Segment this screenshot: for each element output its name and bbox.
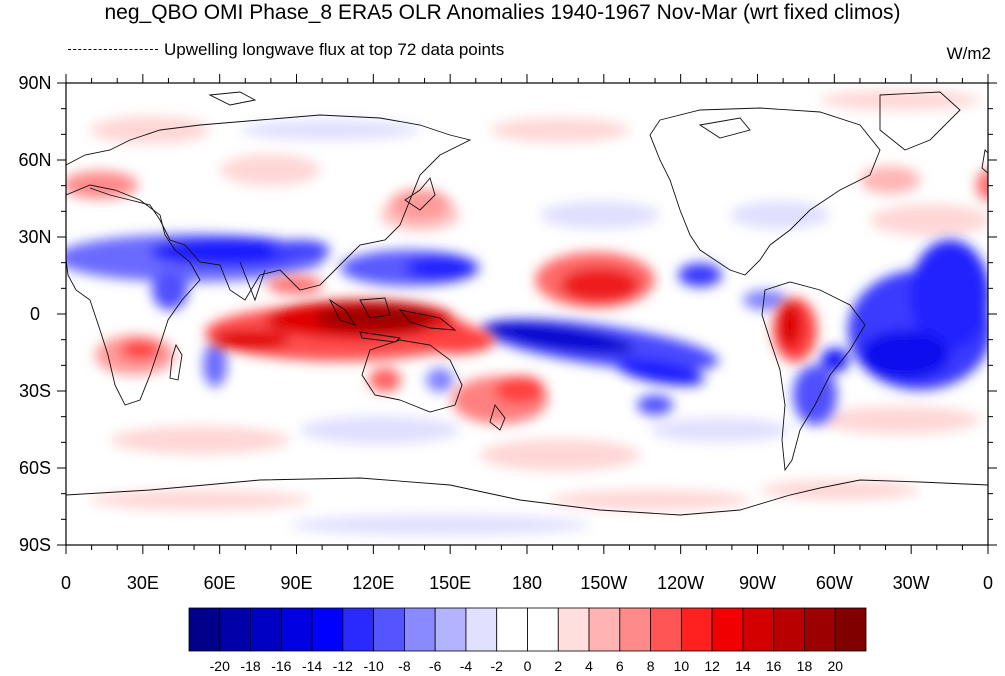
map-title: neg_QBO OMI Phase_8 ERA5 OLR Anomalies 1… [104,1,901,24]
lon-label: 60E [204,573,236,593]
colorbar-swatch [373,607,405,652]
colorbar-label: 8 [647,658,655,674]
lon-label: 90W [739,573,776,593]
borneo-outline [359,297,391,319]
lon-label: 180 [512,573,542,593]
coastlines [66,91,988,516]
colorbar-label: 20 [827,658,843,674]
colorbar-swatch [311,607,344,652]
madagascar-outline [169,343,183,381]
colorbar-swatch [680,607,713,652]
japan-outline [404,177,436,211]
lon-label: 150W [580,573,627,593]
antarctica-outline [66,477,988,516]
greenland-outline [879,91,961,151]
africa-outline [66,184,201,406]
lat-label: 30S [19,381,51,401]
colorbar-label: 18 [797,658,813,674]
lon-label: 30W [893,573,930,593]
north-america-outline [649,107,881,276]
sumatra-outline [328,298,357,326]
colorbar-swatch [804,607,836,652]
colorbar-swatch [711,607,744,652]
colorbar-label: -4 [460,658,473,674]
lat-label: 60N [18,150,51,170]
colorbar-label: 14 [735,658,751,674]
colorbar-swatch [834,607,867,652]
colorbar-swatch [650,607,682,652]
india-outline [239,261,266,302]
colorbar-label: 10 [674,658,690,674]
colorbar-swatch [465,607,498,652]
colorbar-label: -6 [429,658,442,674]
colorbar-swatch [434,607,467,652]
colorbar-label: -18 [240,658,260,674]
south-america-outline [761,281,866,472]
lat-labels: 90N 60N 30N 0 30S 60S 90S [18,73,51,555]
colorbar-swatch [527,607,559,652]
anomaly-field [66,90,988,535]
lat-label: 60S [19,458,51,478]
colorbar-label: 4 [585,658,593,674]
axis-ticks [57,74,997,554]
legend-dash-line [68,49,158,50]
colorbar: -20 -18 -16 -14 -12 -10 -8 -6 -4 -2 0 2 4 6 8 10 12 14 16 1… [188,607,867,674]
units-label: W/m2 [946,44,991,63]
colorbar-swatch [219,607,251,652]
colorbar-swatch [280,607,313,652]
colorbar-swatch [250,607,282,652]
uk-outline [981,149,988,174]
lat-label: 90N [18,73,51,93]
colorbar-label: -2 [491,658,504,674]
colorbar-label: 12 [704,658,720,674]
colorbar-swatch [404,607,436,652]
colorbar-label: 0 [524,658,532,674]
lon-label: 0 [61,573,71,593]
map-background [66,83,988,545]
australia-outline [361,339,463,413]
lon-label: 0 [983,573,993,593]
colorbar-label: -14 [302,658,322,674]
colorbar-swatch [619,607,651,652]
lon-labels: 0 30E 60E 90E 120E 150E 180 150W 120W 90W 60W 30W 0 [61,573,993,593]
eurasia-outline [66,114,472,301]
colorbar-label: -16 [271,658,291,674]
colorbar-label: -10 [364,658,384,674]
colorbar-swatch [742,607,775,652]
newzealand-outline [489,404,506,431]
map-subtitle: Upwelling longwave flux at top 72 data p… [164,40,505,59]
newguinea-outline [398,309,457,331]
colorbar-label: -12 [333,658,353,674]
colorbar-swatch [773,607,805,652]
lon-label: 90E [280,573,312,593]
arctic-archipelago-outline [698,117,751,139]
lon-label: 120W [657,573,704,593]
arctic-island-outline [208,91,257,106]
lat-label: 90S [19,535,51,555]
colorbar-swatch [188,607,221,652]
lon-label: 120E [352,573,394,593]
lon-label: 150E [429,573,471,593]
colorbar-swatch [342,607,375,652]
colorbar-label: 16 [766,658,782,674]
colorbar-label: 2 [554,658,562,674]
colorbar-label: 6 [616,658,624,674]
colorbar-swatch [496,607,528,652]
lon-label: 60W [816,573,853,593]
colorbar-swatch [588,607,621,652]
colorbar-label: -8 [398,658,411,674]
lat-label: 30N [18,227,51,247]
colorbar-swatch [557,607,590,652]
colorbar-label: -20 [210,658,230,674]
lat-label: 0 [30,304,40,324]
lon-label: 30E [127,573,159,593]
